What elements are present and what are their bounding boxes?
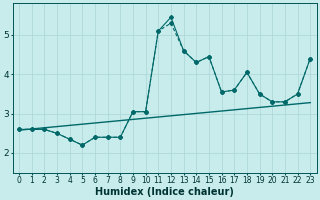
X-axis label: Humidex (Indice chaleur): Humidex (Indice chaleur) (95, 187, 234, 197)
